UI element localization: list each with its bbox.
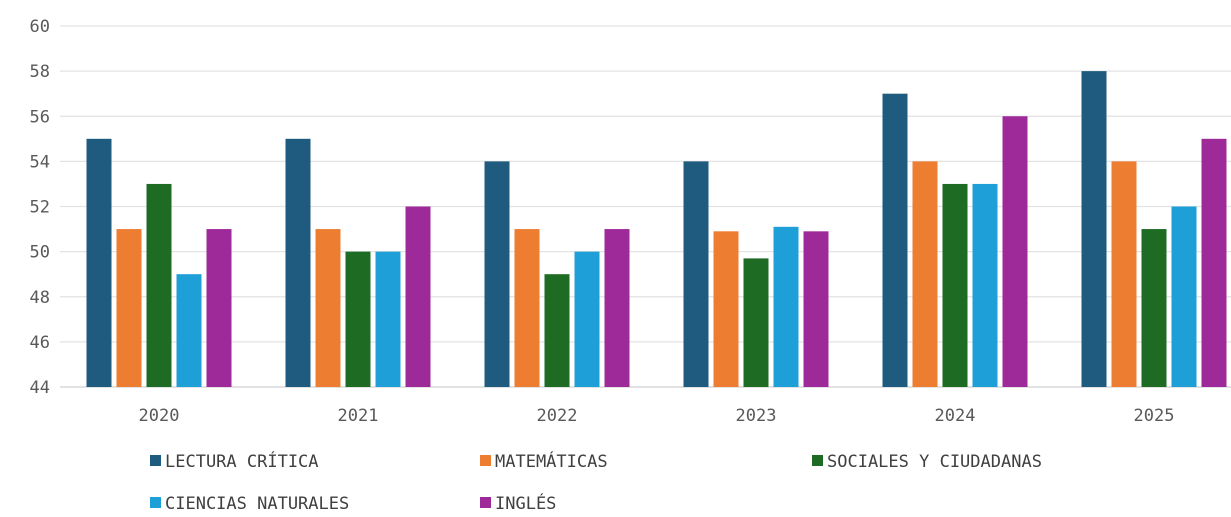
legend-swatch <box>480 497 491 508</box>
bar-2025-4 <box>1201 138 1227 387</box>
bar-2022-4 <box>604 229 630 387</box>
bars <box>86 71 1227 387</box>
y-tick-label: 54 <box>30 152 50 172</box>
bar-2022-0 <box>484 161 510 387</box>
bar-2024-4 <box>1002 116 1028 387</box>
bar-2021-2 <box>345 251 371 387</box>
legend-swatch <box>480 455 491 466</box>
bar-2021-1 <box>315 229 341 387</box>
x-axis-ticks: 2020 2021 2022 2023 2024 2025 <box>139 406 1175 426</box>
x-tick-label: 2022 <box>537 406 578 426</box>
legend-swatch <box>812 455 823 466</box>
x-tick-label: 2020 <box>139 406 180 426</box>
legend-label: LECTURA CRÍTICA <box>165 450 319 472</box>
grid-lines <box>60 25 1231 388</box>
x-tick-label: 2021 <box>338 406 379 426</box>
legend-label: CIENCIAS NATURALES <box>165 494 349 514</box>
y-tick-label: 48 <box>30 288 50 308</box>
legend-label: SOCIALES Y CIUDADANAS <box>827 452 1042 472</box>
y-tick-label: 46 <box>30 333 50 353</box>
bar-2023-4 <box>803 231 829 387</box>
bar-2025-0 <box>1081 71 1107 387</box>
legend-swatch <box>150 455 161 466</box>
y-tick-label: 58 <box>30 62 50 82</box>
bar-2024-3 <box>972 183 998 387</box>
legend: LECTURA CRÍTICA MATEMÁTICAS SOCIALES Y CIU… <box>150 450 1042 514</box>
y-tick-label: 52 <box>30 198 50 218</box>
x-tick-label: 2023 <box>736 406 777 426</box>
bar-2020-0 <box>86 138 112 387</box>
bar-2023-2 <box>743 258 769 387</box>
legend-label: MATEMÁTICAS <box>495 450 608 472</box>
y-axis-ticks: 44 46 48 50 52 54 56 58 60 <box>30 17 50 398</box>
bar-2022-1 <box>514 229 540 387</box>
x-tick-label: 2024 <box>935 406 976 426</box>
bar-2022-3 <box>574 251 600 387</box>
bar-2023-3 <box>773 226 799 387</box>
bar-2021-0 <box>285 138 311 387</box>
bar-2024-2 <box>942 183 968 387</box>
bar-2023-1 <box>713 231 739 387</box>
bar-2025-3 <box>1171 206 1197 387</box>
bar-2020-1 <box>116 229 142 387</box>
y-tick-label: 44 <box>30 378 50 398</box>
y-tick-label: 50 <box>30 243 50 263</box>
bar-2023-0 <box>683 161 709 387</box>
legend-label: INGLÉS <box>495 492 556 514</box>
y-tick-label: 56 <box>30 107 50 127</box>
bar-2020-4 <box>206 229 232 387</box>
bar-2021-4 <box>405 206 431 387</box>
bar-2020-3 <box>176 274 202 387</box>
legend-swatch <box>150 497 161 508</box>
bar-2024-1 <box>912 161 938 387</box>
bar-2022-2 <box>544 274 570 387</box>
bar-2025-1 <box>1111 161 1137 387</box>
bar-2021-3 <box>375 251 401 387</box>
x-tick-label: 2025 <box>1134 406 1175 426</box>
bar-2024-0 <box>882 93 908 387</box>
bar-2025-2 <box>1141 229 1167 387</box>
y-tick-label: 60 <box>30 17 50 37</box>
bar-2020-2 <box>146 183 172 387</box>
